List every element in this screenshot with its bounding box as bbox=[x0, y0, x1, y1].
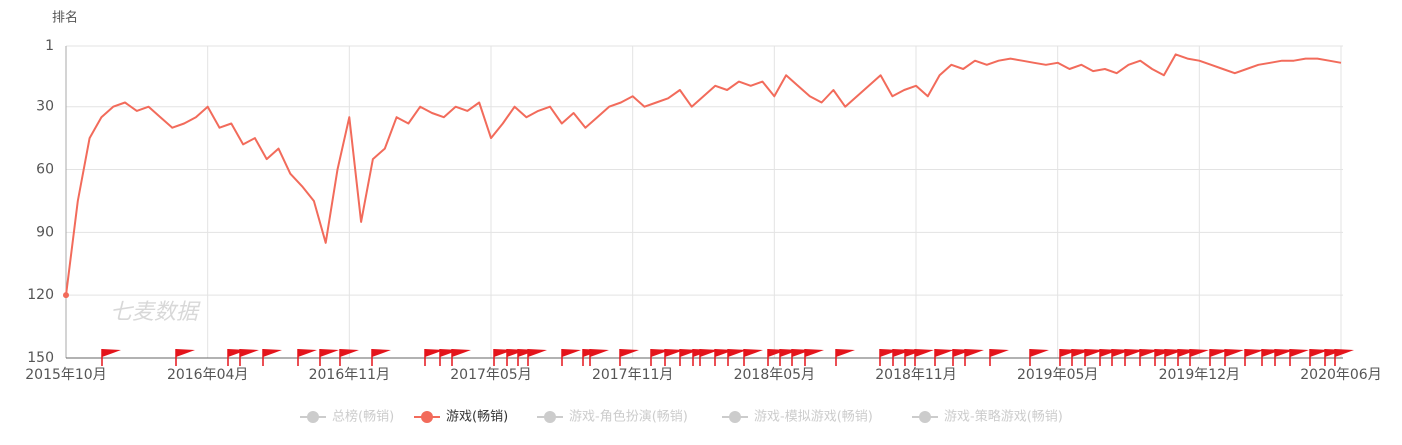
legend-dot[interactable] bbox=[919, 411, 931, 423]
legend-dot[interactable] bbox=[421, 411, 433, 423]
legend-label[interactable]: 总榜(畅销) bbox=[332, 409, 394, 425]
x-tick-label: 2018年05月 bbox=[734, 367, 815, 383]
event-flag bbox=[744, 349, 763, 357]
event-flag bbox=[915, 349, 934, 357]
legend-label[interactable]: 游戏(畅销) bbox=[446, 410, 508, 425]
event-flag bbox=[176, 349, 195, 357]
y-tick-label: 60 bbox=[36, 162, 54, 178]
event-flag bbox=[372, 349, 391, 357]
y-tick-label: 150 bbox=[27, 350, 54, 366]
x-tick-label: 2016年04月 bbox=[167, 367, 248, 383]
x-tick-label: 2019年12月 bbox=[1159, 367, 1240, 383]
legend-dot[interactable] bbox=[544, 411, 556, 423]
event-flag bbox=[528, 349, 547, 357]
x-tick-label: 2019年05月 bbox=[1017, 367, 1098, 383]
watermark: 七麦数据 bbox=[110, 300, 201, 325]
event-flag bbox=[1335, 349, 1354, 357]
event-flag bbox=[320, 349, 339, 357]
event-flag bbox=[965, 349, 984, 357]
event-flag bbox=[1245, 349, 1264, 357]
event-flag bbox=[1030, 349, 1049, 357]
event-flag bbox=[298, 349, 317, 357]
event-flag bbox=[805, 349, 824, 357]
event-flag bbox=[836, 349, 855, 357]
event-flag bbox=[728, 349, 747, 357]
legend-dot[interactable] bbox=[307, 411, 319, 423]
event-flag bbox=[935, 349, 954, 357]
legend-label[interactable]: 游戏-角色扮演(畅销) bbox=[569, 409, 688, 425]
event-flag bbox=[620, 349, 639, 357]
x-tick-label: 2016年11月 bbox=[309, 367, 390, 383]
x-tick-label: 2020年06月 bbox=[1300, 367, 1381, 383]
x-tick-label: 2017年11月 bbox=[592, 367, 673, 383]
y-tick-label: 120 bbox=[27, 287, 54, 303]
event-flag bbox=[340, 349, 359, 357]
event-flag bbox=[240, 349, 259, 357]
x-tick-label: 2017年05月 bbox=[450, 367, 531, 383]
y-tick-label: 1 bbox=[45, 38, 54, 54]
event-flag bbox=[990, 349, 1009, 357]
y-axis-label: 排名 bbox=[52, 10, 78, 26]
event-flag bbox=[452, 349, 471, 357]
event-flag bbox=[1225, 349, 1244, 357]
event-flag bbox=[1190, 349, 1209, 357]
x-tick-label: 2015年10月 bbox=[25, 367, 106, 383]
y-tick-label: 90 bbox=[36, 224, 54, 240]
legend-dot[interactable] bbox=[729, 411, 741, 423]
start-point bbox=[63, 292, 69, 299]
series-line bbox=[65, 53, 1342, 296]
event-flag bbox=[1290, 349, 1309, 357]
legend-label[interactable]: 游戏-策略游戏(畅销) bbox=[944, 409, 1063, 425]
legend-label[interactable]: 游戏-模拟游戏(畅销) bbox=[754, 410, 873, 425]
event-flag bbox=[590, 349, 609, 357]
event-flag bbox=[263, 349, 282, 357]
event-flag bbox=[562, 349, 581, 357]
event-flag bbox=[102, 349, 121, 357]
y-tick-label: 30 bbox=[36, 99, 54, 115]
x-tick-label: 2018年11月 bbox=[875, 367, 956, 383]
